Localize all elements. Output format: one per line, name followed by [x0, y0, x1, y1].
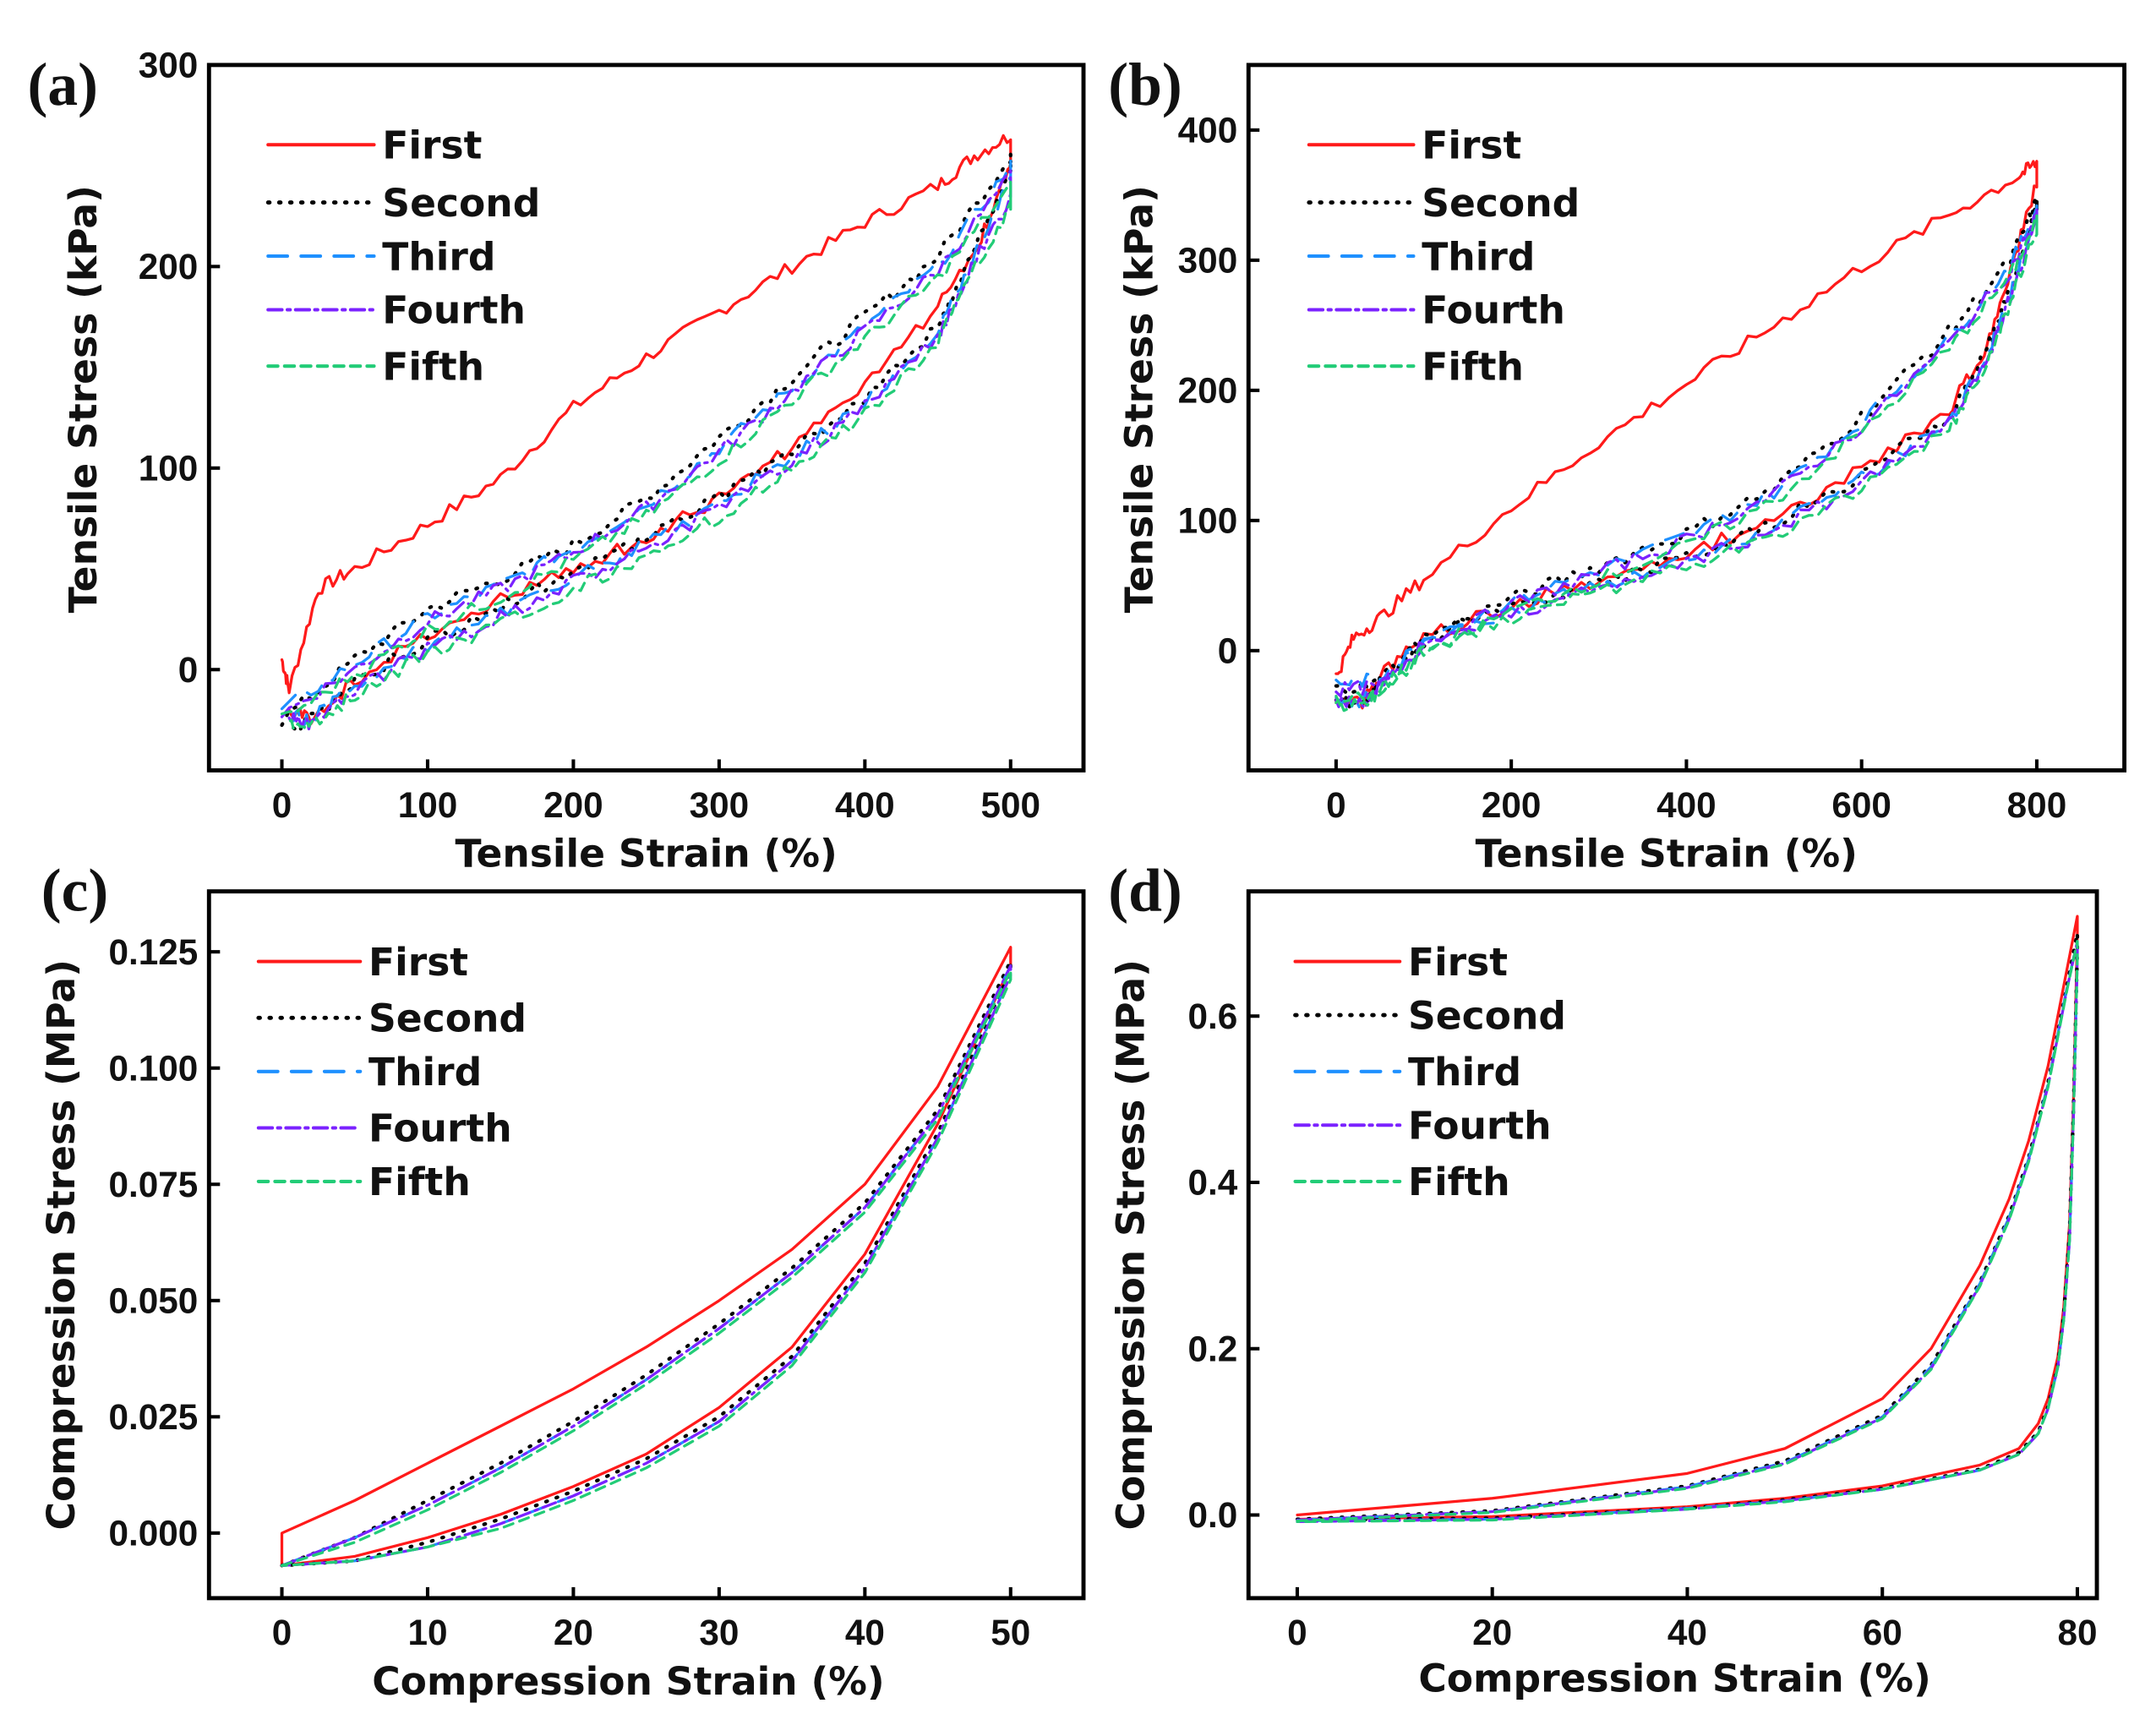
legend-label: Fifth [368, 1160, 471, 1204]
y-axis-label: Compression Stress (MPa) [39, 959, 84, 1530]
legend-label: First [1408, 940, 1508, 985]
x-tick-label: 20 [554, 1613, 593, 1652]
x-axis-label: Tensile Strain (%) [1476, 831, 1858, 876]
legend-label: Third [1408, 1050, 1521, 1095]
legend-label: Third [368, 1050, 482, 1095]
x-tick-label: 300 [690, 785, 750, 825]
x-axis-label: Tensile Strain (%) [455, 831, 837, 876]
series-line-second [1334, 194, 2039, 710]
y-tick-label: 300 [1178, 241, 1238, 281]
chart-panel-c: 0 10 20 30 40 50 0.000 0.025 0.050 0.075 0.100 0.12… [39, 857, 1086, 1704]
x-tick-label: 400 [1657, 785, 1717, 825]
legend-label: Fifth [1422, 344, 1524, 389]
legend-label: Second [382, 181, 540, 226]
panel-label: (b) [1108, 52, 1182, 118]
x-tick-label: 100 [398, 785, 458, 825]
x-tick-label: 10 [407, 1613, 447, 1652]
chart-panel-a: 0 100 200 300 400 500 0 100 200 300 Tensile Strain… [28, 46, 1086, 876]
legend-label: Fifth [382, 344, 484, 389]
series-line-third [1335, 204, 2039, 710]
series-line-fifth [280, 180, 1013, 731]
x-tick-label: 20 [1472, 1613, 1512, 1652]
y-tick-label: 0.6 [1187, 996, 1237, 1036]
x-tick-label: 200 [543, 785, 603, 825]
y-tick-label: 300 [139, 46, 199, 85]
series-line-fifth [280, 969, 1013, 1567]
x-tick-label: 40 [1667, 1613, 1707, 1652]
x-tick-label: 0 [272, 1613, 292, 1652]
legend-label: Second [368, 996, 527, 1041]
plot-frame [206, 63, 1086, 772]
y-axis-label: Compression Stress (MPa) [1109, 959, 1154, 1530]
legend: First Second Third Fourth Fifth [1293, 940, 1566, 1204]
x-tick-label: 200 [1482, 785, 1542, 825]
y-tick-label: 0.0 [1187, 1495, 1237, 1535]
series-line-fifth [1335, 214, 2039, 712]
legend-label: First [1422, 123, 1521, 168]
y-tick-label: 100 [139, 448, 199, 488]
legend-label: Second [1408, 993, 1566, 1038]
legend-label: Fourth [368, 1106, 512, 1151]
y-tick-label: 400 [1178, 111, 1238, 150]
plot-frame [1246, 63, 2127, 772]
legend-label: First [382, 123, 482, 168]
y-axis-label: Tensile Stress (kPa) [1116, 185, 1161, 613]
series-line-first [280, 946, 1013, 1567]
legend-label: Fourth [1422, 288, 1565, 333]
x-tick-label: 0 [1287, 1613, 1307, 1652]
series-line-fourth [1335, 208, 2039, 710]
x-tick-label: 50 [991, 1613, 1030, 1652]
plot-frame [206, 889, 1086, 1601]
y-axis-label: Tensile Stress (kPa) [61, 185, 106, 613]
y-tick-label: 200 [139, 247, 199, 287]
x-tick-label: 400 [835, 785, 895, 825]
y-tick-label: 0 [178, 650, 199, 690]
x-tick-label: 60 [1863, 1613, 1902, 1652]
panel-label: (d) [1108, 857, 1182, 924]
chart-panel-d: 0 20 40 60 80 0.0 0.2 0.4 0.6 Compression Strain … [1108, 857, 2099, 1701]
y-tick-label: 0.2 [1187, 1329, 1237, 1368]
x-tick-label: 500 [981, 785, 1041, 825]
y-tick-label: 0.125 [108, 932, 198, 972]
series-line-fourth [280, 964, 1013, 1567]
series-line-first [1296, 914, 2079, 1521]
legend-label: Third [1422, 234, 1535, 279]
y-tick-label: 0.100 [108, 1048, 198, 1088]
legend: First Second Third Fourth Fifth [256, 940, 527, 1204]
y-tick-label: 100 [1178, 500, 1238, 540]
y-tick-label: 0.000 [108, 1514, 198, 1553]
x-tick-label: 0 [1326, 785, 1346, 825]
plot-frame [1246, 889, 2099, 1601]
legend: First Second Third Fourth Fifth [265, 123, 540, 389]
x-tick-label: 0 [272, 785, 292, 825]
x-axis-label: Compression Strain (%) [372, 1659, 884, 1704]
x-axis-label: Compression Strain (%) [1418, 1657, 1930, 1701]
x-tick-label: 30 [699, 1613, 739, 1652]
y-tick-label: 0.025 [108, 1397, 198, 1437]
y-tick-label: 0.4 [1187, 1163, 1237, 1203]
legend-label: Fourth [382, 288, 526, 333]
legend-label: Third [382, 234, 495, 279]
panel-label: (a) [28, 52, 98, 118]
x-tick-label: 80 [2057, 1613, 2097, 1652]
legend-label: Second [1422, 181, 1580, 226]
y-tick-label: 200 [1178, 370, 1238, 410]
series-line-third [280, 159, 1013, 728]
y-tick-label: 0 [1218, 631, 1238, 670]
legend-label: First [368, 940, 468, 985]
legend-label: Fourth [1408, 1104, 1552, 1149]
panel-label: (c) [41, 857, 108, 924]
x-tick-label: 600 [1831, 785, 1891, 825]
legend: First Second Third Fourth Fifth [1307, 123, 1580, 389]
x-tick-label: 40 [845, 1613, 885, 1652]
y-tick-label: 0.075 [108, 1165, 198, 1204]
x-tick-label: 800 [2007, 785, 2067, 825]
y-tick-label: 0.050 [108, 1280, 198, 1320]
legend-label: Fifth [1408, 1160, 1510, 1204]
series-line-fifth [1296, 940, 2079, 1524]
chart-panel-b: 0 200 400 600 800 0 100 200 300 400 Tensile Strain… [1108, 52, 2127, 876]
